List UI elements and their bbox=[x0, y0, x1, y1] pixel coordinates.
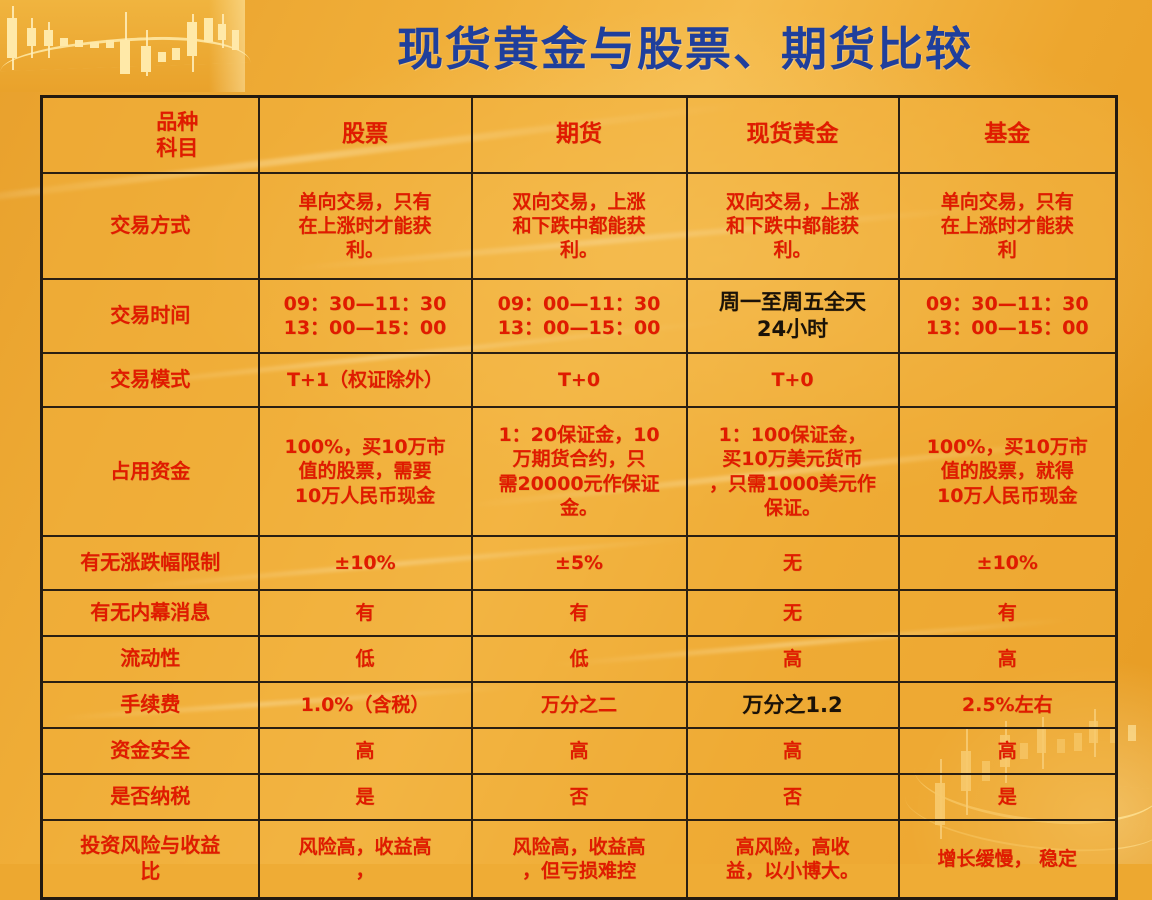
row-header: 交易方式 bbox=[40, 172, 260, 280]
cell: 1：20保证金，10 万期货合约，只 需20000元作保证 金。 bbox=[470, 406, 688, 537]
row-header: 交易时间 bbox=[40, 278, 260, 354]
cell: 高 bbox=[685, 635, 900, 683]
cell: 周一至周五全天 24小时 bbox=[685, 278, 900, 354]
cell: 2.5%左右 bbox=[897, 681, 1118, 729]
cell: 09：30—11：30 13：00—15：00 bbox=[897, 278, 1118, 354]
row-header: 有无涨跌幅限制 bbox=[40, 535, 260, 591]
cell: 单向交易，只有 在上涨时才能获 利。 bbox=[257, 172, 473, 280]
cell: 高 bbox=[897, 727, 1118, 775]
row-header: 流动性 bbox=[40, 635, 260, 683]
cell: T+1（权证除外） bbox=[257, 352, 473, 408]
cell: 低 bbox=[470, 635, 688, 683]
cell: T+0 bbox=[470, 352, 688, 408]
page-title: 现货黄金与股票、期货比较 bbox=[397, 22, 973, 76]
table-row: 有无涨跌幅限制 ±10% ±5% 无 ±10% bbox=[40, 535, 1118, 591]
cell: ±5% bbox=[470, 535, 688, 591]
table-row: 交易时间 09：30—11：30 13：00—15：00 09：00—11：30 1… bbox=[40, 278, 1118, 354]
table-row: 有无内幕消息 有 有 无 有 bbox=[40, 589, 1118, 637]
table-row: 流动性 低 低 高 高 bbox=[40, 635, 1118, 683]
table-row: 资金安全 高 高 高 高 bbox=[40, 727, 1118, 775]
cell: 无 bbox=[685, 589, 900, 637]
cell: 万分之二 bbox=[470, 681, 688, 729]
cell: ±10% bbox=[897, 535, 1118, 591]
row-header: 交易模式 bbox=[40, 352, 260, 408]
cell: 高风险，高收 益，以小博大。 bbox=[685, 819, 900, 900]
cell: 风险高，收益高， bbox=[257, 819, 473, 900]
cell: 有 bbox=[897, 589, 1118, 637]
table-header-row: 品种 科目 股票 期货 现货黄金 基金 bbox=[40, 95, 1118, 174]
column-header-spot-gold: 现货黄金 bbox=[685, 95, 900, 174]
corner-label-bottom: 科目 bbox=[156, 136, 199, 160]
cell: 高 bbox=[897, 635, 1118, 683]
table-corner-header: 品种 科目 bbox=[40, 95, 260, 174]
cell: 单向交易，只有 在上涨时才能获利 bbox=[897, 172, 1118, 280]
cell: 有 bbox=[470, 589, 688, 637]
cell: 09：00—11：30 13：00—15：00 bbox=[470, 278, 688, 354]
cell: 万分之1.2 bbox=[685, 681, 900, 729]
table-row: 手续费 1.0%（含税） 万分之二 万分之1.2 2.5%左右 bbox=[40, 681, 1118, 729]
row-header: 是否纳税 bbox=[40, 773, 260, 821]
table-row: 占用资金 100%，买10万市 值的股票，需要 10万人民币现金 1：20保证金，1… bbox=[40, 406, 1118, 537]
candlestick-chart-decoration-topleft bbox=[0, 0, 251, 92]
cell: 高 bbox=[470, 727, 688, 775]
column-header-futures: 期货 bbox=[470, 95, 688, 174]
cell: 增长缓慢， 稳定 bbox=[897, 819, 1118, 900]
cell: 双向交易，上涨 和下跌中都能获 利。 bbox=[470, 172, 688, 280]
cell: 09：30—11：30 13：00—15：00 bbox=[257, 278, 473, 354]
row-header: 占用资金 bbox=[40, 406, 260, 537]
cell: 双向交易，上涨 和下跌中都能获 利。 bbox=[685, 172, 900, 280]
cell: 是 bbox=[897, 773, 1118, 821]
cell: 高 bbox=[685, 727, 900, 775]
row-header: 投资风险与收益比 bbox=[40, 819, 260, 900]
column-header-fund: 基金 bbox=[897, 95, 1118, 174]
cell bbox=[897, 352, 1118, 408]
table-row: 投资风险与收益比 风险高，收益高， 风险高，收益高 ，但亏损难控 高风险，高收 益，… bbox=[40, 819, 1118, 900]
row-header: 资金安全 bbox=[40, 727, 260, 775]
cell: 风险高，收益高 ，但亏损难控 bbox=[470, 819, 688, 900]
cell: 低 bbox=[257, 635, 473, 683]
cell: T+0 bbox=[685, 352, 900, 408]
comparison-table: 品种 科目 股票 期货 现货黄金 基金 交易方式 单向交易，只有 在上涨时才能获利… bbox=[40, 95, 1118, 900]
table-row: 是否纳税 是 否 否 是 bbox=[40, 773, 1118, 821]
cell: 100%，买10万市 值的股票，就得 10万人民币现金 bbox=[897, 406, 1118, 537]
cell: 高 bbox=[257, 727, 473, 775]
table-row: 交易模式 T+1（权证除外） T+0 T+0 bbox=[40, 352, 1118, 408]
cell: 否 bbox=[470, 773, 688, 821]
cell: 有 bbox=[257, 589, 473, 637]
cell: 100%，买10万市 值的股票，需要 10万人民币现金 bbox=[257, 406, 473, 537]
column-header-stock: 股票 bbox=[257, 95, 473, 174]
cell: 无 bbox=[685, 535, 900, 591]
row-header: 有无内幕消息 bbox=[40, 589, 260, 637]
cell: 是 bbox=[257, 773, 473, 821]
cell: 否 bbox=[685, 773, 900, 821]
table-row: 交易方式 单向交易，只有 在上涨时才能获 利。 双向交易，上涨 和下跌中都能获 利。 双… bbox=[40, 172, 1118, 280]
cell: 1：100保证金， 买10万美元货币 ，只需1000美元作 保证。 bbox=[685, 406, 900, 537]
corner-label-top: 品种 bbox=[156, 109, 199, 134]
row-header: 手续费 bbox=[40, 681, 260, 729]
cell: 1.0%（含税） bbox=[257, 681, 473, 729]
cell: ±10% bbox=[257, 535, 473, 591]
